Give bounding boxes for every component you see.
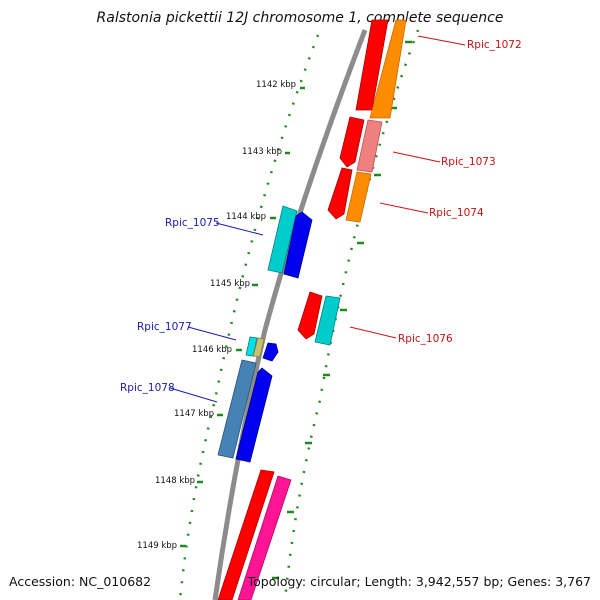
label-connector — [169, 387, 218, 403]
tick-label: 1148 kbp — [155, 476, 195, 486]
gene-label-rpic-1075[interactable]: Rpic_1075 — [165, 217, 220, 229]
topology-summary: Topology: circular; Length: 3,942,557 bp… — [247, 574, 591, 589]
gene-rpic-1075-cyan[interactable] — [267, 205, 298, 274]
gene-lower-magenta[interactable] — [237, 475, 292, 600]
gene-rpic-1072-orange[interactable] — [369, 19, 407, 119]
scale-ticks: 1142 kbp 1143 kbp 1144 kbp 1145 kbp 1146… — [137, 40, 412, 580]
gene-rpic-1077-olive[interactable] — [252, 337, 265, 358]
gene-label-rpic-1074[interactable]: Rpic_1074 — [429, 207, 484, 219]
label-connector — [392, 151, 441, 163]
tick-label: 1149 kbp — [137, 541, 177, 551]
gene-rpic-1073-red[interactable] — [339, 116, 365, 168]
gene-rpic-1073-pink[interactable] — [356, 119, 383, 173]
gene-label-rpic-1076[interactable]: Rpic_1076 — [398, 333, 453, 345]
gene-label-rpic-1072[interactable]: Rpic_1072 — [467, 39, 522, 51]
gene-rpic-1075-blue[interactable] — [283, 211, 313, 279]
tick-label: 1142 kbp — [256, 80, 296, 90]
tick-label: 1146 kbp — [192, 345, 232, 355]
accession-text: Accession: NC_010682 — [9, 574, 152, 589]
label-connector — [215, 222, 264, 236]
gene-rpic-1076-red[interactable] — [297, 291, 323, 340]
gene-rpic-1078-blue[interactable] — [235, 367, 273, 463]
label-connector — [187, 326, 237, 341]
gene-label-rpic-1073[interactable]: Rpic_1073 — [441, 156, 496, 168]
label-connector — [417, 35, 466, 46]
gene-label-rpic-1077[interactable]: Rpic_1077 — [137, 321, 192, 333]
gene-rpic-1074-orange[interactable] — [345, 171, 372, 223]
gene-lower-red[interactable] — [217, 469, 275, 600]
inner-tick-track — [178, 34, 320, 600]
gene-rpic-1077-blue[interactable] — [262, 342, 279, 362]
gene-label-rpic-1078[interactable]: Rpic_1078 — [120, 382, 175, 394]
gene-rpic-1076-cyan[interactable] — [314, 295, 341, 346]
tick-label: 1144 kbp — [226, 212, 266, 222]
tick-label: 1143 kbp — [242, 147, 282, 157]
gene-rpic-1074-red[interactable] — [327, 167, 353, 220]
chromosome-backbone — [212, 29, 368, 600]
label-connector — [379, 202, 429, 214]
gene-rpic-1078-steel[interactable] — [217, 359, 257, 459]
label-connector — [349, 326, 397, 339]
tick-label: 1145 kbp — [210, 279, 250, 289]
tick-label: 1147 kbp — [174, 409, 214, 419]
